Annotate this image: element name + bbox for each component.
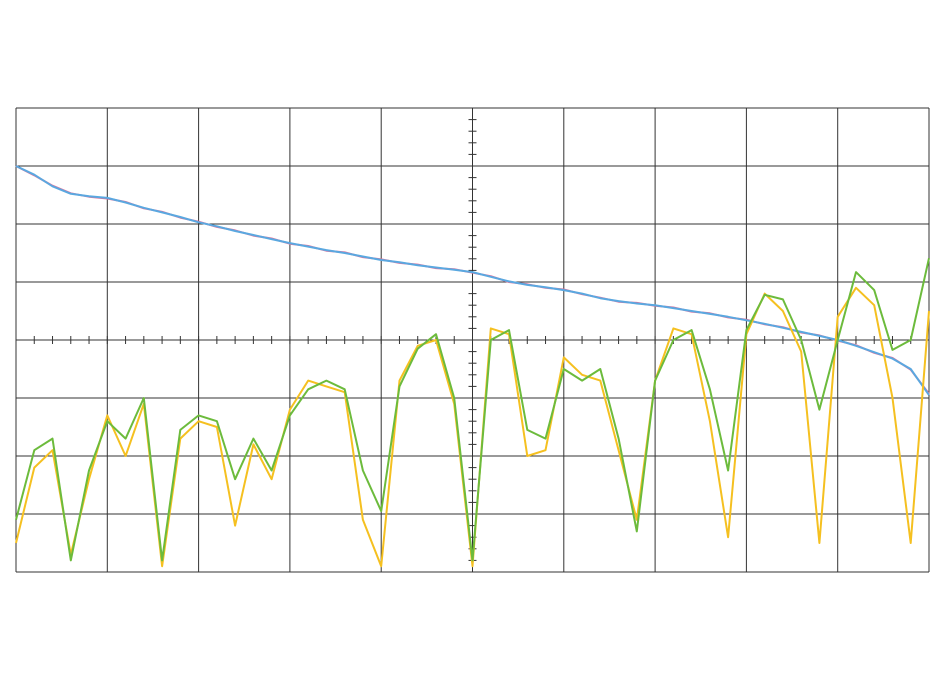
trace (15, 165, 930, 396)
trace (15, 257, 930, 562)
